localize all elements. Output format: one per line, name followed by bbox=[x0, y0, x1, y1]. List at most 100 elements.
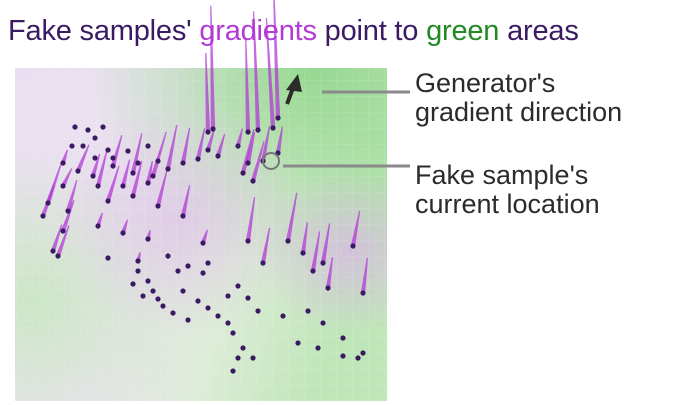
gradient-lines bbox=[40, 0, 368, 294]
sample-point bbox=[60, 160, 66, 166]
gradient-line bbox=[205, 52, 211, 133]
sample-point bbox=[140, 293, 146, 299]
sample-point bbox=[340, 335, 346, 341]
sample-point bbox=[155, 203, 161, 209]
sample-point bbox=[315, 345, 321, 351]
sample-point bbox=[145, 180, 151, 186]
sample-point bbox=[92, 135, 98, 141]
sample-point bbox=[150, 288, 156, 294]
sample-point bbox=[165, 253, 171, 259]
sample-point bbox=[225, 320, 231, 326]
sample-point bbox=[130, 170, 136, 176]
sample-point bbox=[305, 308, 311, 314]
gradient-line bbox=[45, 163, 62, 204]
gradient-line bbox=[300, 222, 308, 254]
gradient-line bbox=[273, 0, 281, 119]
sample-point bbox=[90, 173, 96, 179]
sample-point bbox=[195, 156, 201, 162]
sample-point bbox=[205, 147, 211, 153]
sample-point bbox=[69, 143, 75, 149]
sample-point bbox=[205, 260, 211, 266]
gradient-line bbox=[205, 127, 216, 151]
sample-point bbox=[340, 353, 346, 359]
sample-point bbox=[175, 268, 181, 274]
sample-point bbox=[250, 355, 256, 361]
headline-gradients-word: gradients bbox=[199, 15, 317, 47]
fake-sample-callout-line2: current location bbox=[415, 189, 600, 219]
gradient-line bbox=[130, 160, 143, 197]
gradient-line bbox=[210, 5, 216, 130]
headline-part-3: point to bbox=[316, 15, 427, 47]
gradient-line bbox=[60, 149, 68, 164]
sample-point bbox=[310, 268, 316, 274]
gradient-line bbox=[240, 128, 255, 174]
sample-point bbox=[105, 255, 111, 261]
gradient-line bbox=[215, 133, 226, 157]
gradient-line bbox=[180, 127, 191, 164]
gradient-line bbox=[200, 229, 208, 244]
field-background bbox=[15, 68, 387, 401]
sample-point bbox=[205, 129, 211, 135]
sample-point bbox=[130, 193, 136, 199]
gradient-line bbox=[120, 219, 128, 234]
sample-point bbox=[245, 295, 251, 301]
sample-point bbox=[60, 228, 66, 234]
sample-point bbox=[255, 127, 261, 133]
sample-point bbox=[245, 238, 251, 244]
sample-point bbox=[245, 160, 251, 166]
gradient-line bbox=[360, 257, 368, 294]
gradient-line bbox=[95, 212, 103, 227]
sample-point bbox=[135, 268, 141, 274]
gradient-line bbox=[195, 128, 206, 160]
fake-sample-circle bbox=[262, 152, 280, 170]
sample-point bbox=[75, 168, 81, 174]
sample-point bbox=[180, 288, 186, 294]
gradient-line bbox=[260, 227, 271, 264]
sample-point bbox=[155, 296, 161, 302]
headline-green-word: green bbox=[426, 15, 500, 47]
sample-point bbox=[85, 127, 91, 133]
sample-point bbox=[285, 238, 291, 244]
gradient-line bbox=[120, 159, 131, 187]
gradient-line bbox=[275, 126, 283, 154]
gradient-line bbox=[325, 257, 333, 289]
sample-point bbox=[110, 163, 116, 169]
sample-point bbox=[195, 298, 201, 304]
sample-point bbox=[72, 124, 78, 130]
gradient-line bbox=[60, 199, 75, 232]
gradient-line bbox=[285, 192, 298, 242]
sample-point bbox=[205, 305, 211, 311]
fake-sample-callout-line1: Fake sample's bbox=[415, 160, 589, 190]
sample-point bbox=[170, 310, 176, 316]
sample-point bbox=[200, 240, 206, 246]
gradient-line bbox=[50, 224, 63, 252]
sample-point bbox=[65, 208, 71, 214]
sample-point bbox=[280, 313, 286, 319]
sample-point bbox=[235, 143, 241, 149]
sample-point bbox=[215, 153, 221, 159]
sample-point bbox=[45, 200, 51, 206]
sample-point bbox=[240, 170, 246, 176]
sample-point bbox=[155, 158, 161, 164]
generator-callout-line1: Generator's bbox=[415, 68, 556, 98]
sample-point bbox=[180, 213, 186, 219]
headline-part-1: Fake samples' bbox=[8, 15, 200, 47]
gradient-line bbox=[150, 131, 167, 177]
sample-point bbox=[245, 129, 251, 135]
gradient-line bbox=[55, 224, 70, 257]
sample-point bbox=[180, 160, 186, 166]
sample-point bbox=[165, 166, 171, 172]
gradient-line bbox=[145, 160, 153, 184]
sample-point bbox=[320, 320, 326, 326]
headline: Fake samples' gradients point to green a… bbox=[8, 14, 579, 48]
sample-point bbox=[100, 124, 106, 130]
sample-point bbox=[230, 368, 236, 374]
sample-point bbox=[350, 243, 356, 249]
gradient-line bbox=[130, 133, 143, 174]
gradient-line bbox=[310, 231, 321, 272]
sample-point bbox=[295, 340, 301, 346]
gradient-line bbox=[90, 153, 101, 177]
sample-point bbox=[210, 126, 216, 132]
gradient-line bbox=[250, 141, 265, 182]
